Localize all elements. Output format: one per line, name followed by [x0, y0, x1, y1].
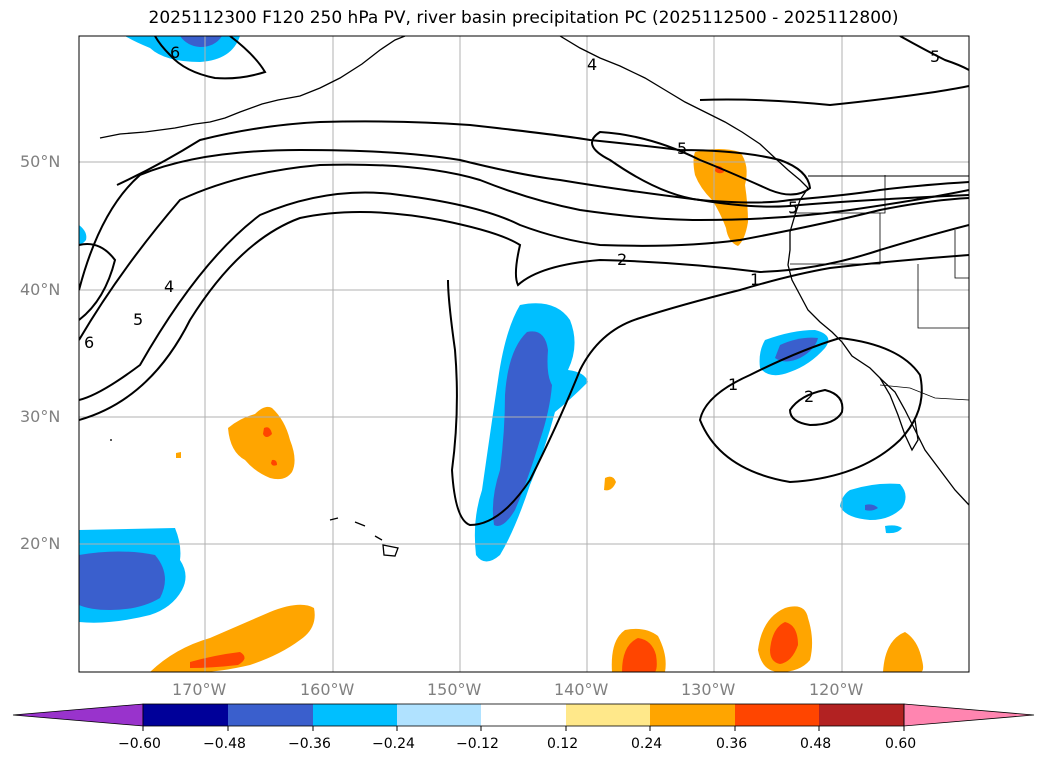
pv-contour: [79, 211, 969, 421]
pv-contour: [79, 163, 969, 341]
lon-label: 170°W: [172, 680, 227, 699]
pv-contour: [154, 36, 267, 80]
lon-label: 120°W: [809, 680, 864, 699]
colorbar-tick-label: −0.60: [118, 736, 161, 752]
lat-label: 30°N: [20, 407, 61, 426]
contour-label: 5: [677, 139, 687, 158]
contour-label: 1: [728, 375, 738, 394]
lat-label: 40°N: [20, 280, 61, 299]
pv-contour: [899, 36, 969, 71]
pv-contour: [447, 254, 969, 527]
colorbar-extend-high: [903, 703, 1035, 727]
west-coast: [787, 187, 969, 506]
alaska-coast: [99, 36, 406, 139]
colorbar-tick-label: 0.12: [547, 736, 579, 752]
lat-label: 20°N: [20, 534, 61, 553]
state-border: [917, 264, 969, 329]
pos-region-core: [770, 622, 798, 664]
colorbar-frame: [142, 703, 905, 727]
colorbar-segment: [650, 704, 735, 726]
colorbar-tick-label: 0.24: [631, 736, 663, 752]
colorbar-tick-label: 0.48: [800, 736, 832, 752]
colorbar-segment: [481, 704, 566, 726]
lat-label: 50°N: [20, 152, 61, 171]
colorbar-tick-label: −0.48: [203, 736, 246, 752]
neg-region-core: [775, 337, 818, 362]
pos-region: [604, 476, 616, 491]
neg-region: [840, 483, 906, 520]
colorbar-segment: [143, 704, 228, 726]
colorbar-tick-label: −0.24: [372, 736, 415, 752]
colorbar-tick-label: 0.60: [885, 736, 917, 752]
colorbar-tick-label: −0.12: [456, 736, 499, 752]
contour-label: 2: [617, 250, 627, 269]
contour-label: 1: [750, 270, 760, 289]
colorbar-segment: [735, 704, 819, 726]
contour-label: 5: [788, 198, 798, 217]
pos-region-core: [622, 638, 657, 672]
neg-region-core: [865, 504, 878, 511]
colorbar-tick-label: −0.36: [288, 736, 331, 752]
coastlines: [99, 36, 969, 557]
pos-region: [883, 632, 924, 672]
pv-contour: [79, 191, 969, 401]
pv-contour: [79, 243, 117, 321]
pos-region: [150, 604, 315, 672]
pos-region-core: [271, 459, 277, 466]
pv-contour: [698, 336, 923, 484]
pv-contour: [699, 85, 969, 107]
positive-precip-anomaly-regions: [150, 149, 924, 672]
neg-region: [79, 225, 87, 245]
alaska-southeast-coast: [559, 36, 809, 189]
lon-label: 140°W: [554, 680, 609, 699]
pos-region-core: [263, 427, 272, 437]
pv-contour: [788, 388, 844, 427]
pos-region: [176, 452, 181, 458]
lon-label: 150°W: [427, 680, 482, 699]
colorbar-tick-label: 0.36: [716, 736, 748, 752]
negative-precip-anomaly-regions: [79, 36, 906, 623]
hawaii-islands: [329, 517, 399, 557]
contour-label: 4: [164, 277, 174, 296]
pv-contour: [116, 120, 969, 204]
pos-region: [228, 406, 295, 480]
map-plot-area: [79, 36, 969, 672]
contour-label: 5: [930, 47, 940, 66]
contour-label: 6: [170, 43, 180, 62]
colorbar-extend-low: [12, 703, 144, 727]
contour-label: 4: [587, 55, 597, 74]
colorbar-segment: [819, 704, 904, 726]
graticule: [79, 36, 969, 672]
contour-label: 5: [133, 310, 143, 329]
state-border: [790, 213, 881, 265]
map-title: 2025112300 F120 250 hPa PV, river basin …: [148, 8, 899, 28]
colorbar-segment: [313, 704, 397, 726]
neg-region: [885, 525, 902, 534]
contour-labels: 6 4 5 5 2 1 1 2 5 4 6 5: [84, 43, 940, 406]
colorbar-segment: [566, 704, 650, 726]
neg-region-core: [180, 36, 222, 47]
pos-region-core: [190, 652, 245, 668]
pv-contours: [79, 36, 969, 527]
state-border: [954, 230, 969, 279]
neg-region-core: [492, 331, 552, 526]
plot-frame: [78, 35, 970, 673]
colorbar-segment: [397, 704, 481, 726]
colorbar: [12, 703, 1035, 731]
colorbar-segment: [228, 704, 313, 726]
contour-label: 6: [84, 333, 94, 352]
pv-contour: [79, 148, 969, 291]
contour-label: 2: [804, 387, 814, 406]
lon-label: 160°W: [300, 680, 355, 699]
lon-label: 130°W: [681, 680, 736, 699]
neg-region-core: [79, 551, 165, 610]
